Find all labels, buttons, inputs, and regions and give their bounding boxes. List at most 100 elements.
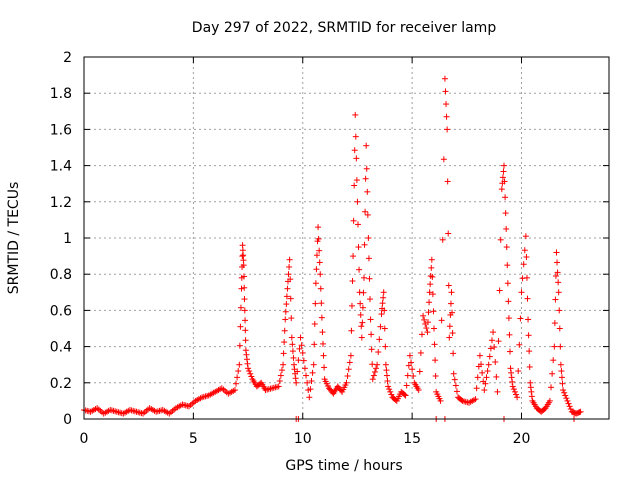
data-point bbox=[231, 387, 238, 394]
data-point bbox=[350, 253, 357, 260]
data-point bbox=[491, 344, 498, 351]
data-point bbox=[551, 343, 558, 350]
data-point bbox=[502, 210, 509, 217]
data-point bbox=[565, 400, 572, 407]
data-point bbox=[315, 224, 322, 231]
data-point bbox=[415, 387, 422, 394]
grid bbox=[84, 57, 609, 419]
data-point bbox=[344, 373, 351, 380]
data-point bbox=[484, 368, 491, 375]
data-point bbox=[481, 387, 488, 394]
data-point bbox=[556, 325, 563, 332]
data-point bbox=[485, 361, 492, 368]
data-point bbox=[289, 348, 296, 355]
data-point bbox=[319, 329, 326, 336]
data-point bbox=[383, 372, 390, 379]
data-point bbox=[509, 378, 516, 385]
x-tick-label: 5 bbox=[189, 431, 198, 447]
data-point bbox=[363, 142, 370, 149]
data-point bbox=[361, 241, 368, 248]
x-tick-label: 0 bbox=[80, 431, 89, 447]
y-tick-label: 1.6 bbox=[50, 122, 72, 138]
data-point bbox=[528, 393, 535, 400]
data-point bbox=[446, 334, 453, 341]
data-point bbox=[351, 147, 358, 154]
data-point bbox=[238, 285, 245, 292]
data-point bbox=[343, 379, 350, 386]
data-point bbox=[380, 294, 387, 301]
data-point bbox=[444, 126, 451, 133]
data-point bbox=[523, 274, 530, 281]
data-point bbox=[431, 341, 438, 348]
data-point bbox=[304, 379, 311, 386]
y-tick-label: 0.4 bbox=[50, 340, 72, 356]
data-point bbox=[373, 365, 380, 372]
data-point bbox=[312, 280, 319, 287]
data-point bbox=[353, 177, 360, 184]
data-point bbox=[473, 385, 480, 392]
data-point bbox=[306, 394, 313, 401]
data-point bbox=[558, 368, 565, 375]
data-point bbox=[354, 221, 361, 228]
y-tick-label: 0.6 bbox=[50, 303, 72, 319]
data-point bbox=[561, 389, 568, 396]
data-point bbox=[577, 408, 584, 415]
data-point bbox=[479, 369, 486, 376]
data-point bbox=[294, 368, 301, 375]
data-point bbox=[286, 256, 293, 263]
y-tick-label: 0.8 bbox=[50, 267, 72, 283]
data-point bbox=[472, 396, 479, 403]
data-point bbox=[355, 244, 362, 251]
data-point bbox=[432, 373, 439, 380]
data-point bbox=[421, 316, 428, 323]
data-point bbox=[516, 341, 523, 348]
data-point bbox=[527, 379, 534, 386]
data-point bbox=[448, 289, 455, 296]
data-point bbox=[443, 113, 450, 120]
data-point bbox=[308, 377, 315, 384]
data-point bbox=[371, 368, 378, 375]
data-point bbox=[310, 361, 317, 368]
data-point bbox=[510, 386, 517, 393]
data-point bbox=[233, 380, 240, 387]
data-point bbox=[318, 314, 325, 321]
data-point bbox=[552, 296, 559, 303]
data-point bbox=[514, 394, 521, 401]
data-point bbox=[244, 360, 251, 367]
data-point bbox=[490, 329, 497, 336]
data-point bbox=[513, 391, 520, 398]
data-point bbox=[550, 357, 557, 364]
data-point bbox=[309, 369, 316, 376]
data-point bbox=[416, 368, 423, 375]
chart-title: Day 297 of 2022, SRMTID for receiver lam… bbox=[192, 20, 497, 36]
data-point bbox=[365, 235, 372, 241]
data-point bbox=[248, 373, 255, 380]
data-point bbox=[507, 348, 514, 355]
data-point bbox=[474, 374, 481, 381]
data-point bbox=[406, 352, 413, 359]
y-tick-label: 2 bbox=[63, 50, 72, 66]
data-point bbox=[316, 259, 323, 266]
data-point bbox=[382, 361, 389, 368]
data-point bbox=[518, 289, 525, 296]
data-point bbox=[526, 363, 533, 370]
data-point bbox=[361, 274, 367, 281]
data-point bbox=[368, 331, 375, 338]
data-point bbox=[449, 309, 456, 316]
data-point bbox=[285, 271, 292, 278]
data-point bbox=[379, 300, 386, 307]
data-point bbox=[452, 382, 459, 389]
data-point bbox=[564, 397, 571, 404]
data-point bbox=[237, 304, 244, 311]
data-point bbox=[442, 88, 449, 95]
data-point bbox=[241, 296, 248, 303]
data-point bbox=[551, 320, 558, 327]
data-point bbox=[488, 337, 495, 344]
data-point bbox=[312, 300, 319, 307]
data-point bbox=[505, 315, 512, 322]
data-point bbox=[495, 338, 502, 345]
data-point bbox=[237, 323, 244, 330]
data-point bbox=[239, 253, 246, 260]
data-point bbox=[418, 331, 425, 338]
